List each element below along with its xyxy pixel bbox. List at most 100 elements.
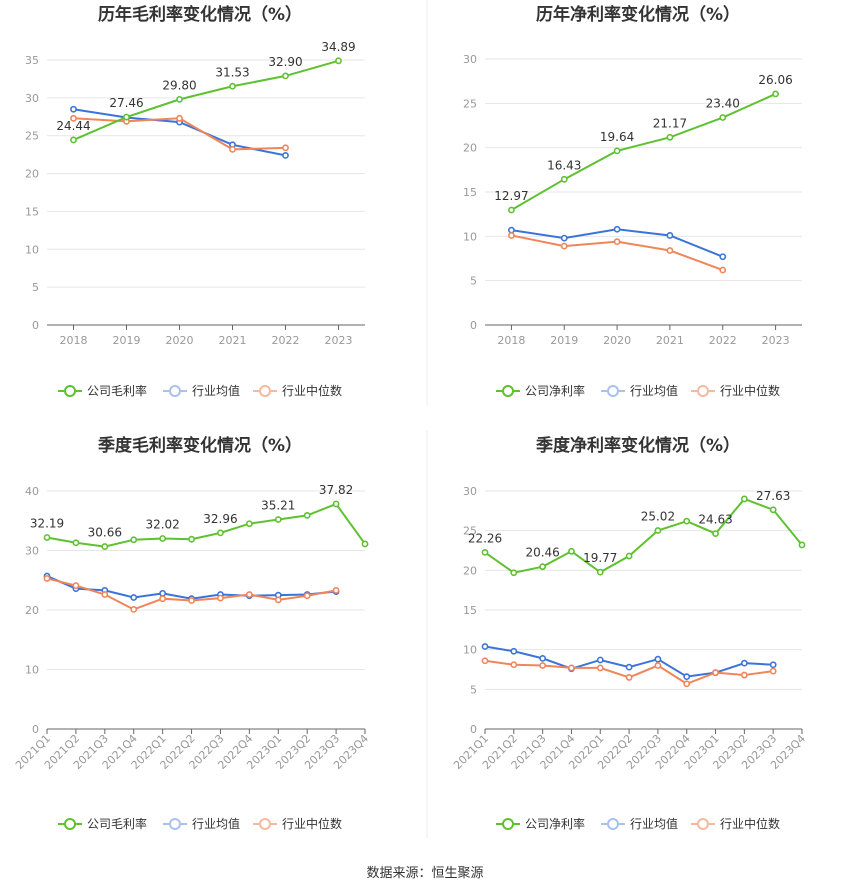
data-point-industry-median xyxy=(176,114,183,122)
legend-label-industry-median: 行业中位数 xyxy=(720,383,780,398)
x-tick-label: 2018 xyxy=(497,334,525,347)
data-point-company xyxy=(274,516,282,523)
chart-title: 季度毛利率变化情况（%） xyxy=(98,435,302,456)
series-line-company xyxy=(484,497,803,574)
legend-marker-industry-median xyxy=(697,818,709,830)
y-tick-label: 30 xyxy=(25,92,39,105)
data-point-company xyxy=(72,539,80,547)
data-point-company xyxy=(176,95,183,103)
y-tick-label: 15 xyxy=(463,186,477,199)
x-tick-label: 2021 xyxy=(656,334,684,347)
data-label: 23.40 xyxy=(706,97,740,111)
data-point-industry-median xyxy=(101,591,109,598)
chart-title: 历年净利率变化情况（%） xyxy=(536,4,740,25)
data-point-company xyxy=(43,534,51,541)
data-point-company xyxy=(361,540,369,548)
data-point-company xyxy=(229,82,236,90)
y-tick-label: 40 xyxy=(25,485,39,498)
legend-marker-industry-median xyxy=(697,385,709,397)
data-point-company xyxy=(560,175,568,183)
data-point-industry-median xyxy=(769,667,777,675)
chart-title: 季度净利率变化情况（%） xyxy=(536,435,740,456)
data-label: 32.96 xyxy=(203,512,237,526)
x-tick-label: 2019 xyxy=(550,334,578,347)
y-tick-label: 20 xyxy=(463,142,477,155)
y-tick-label: 20 xyxy=(25,604,39,617)
data-point-industry-median xyxy=(481,657,489,665)
series-line-company xyxy=(46,502,366,548)
y-tick-label: 0 xyxy=(470,723,477,736)
x-tick-label: 2019 xyxy=(113,334,141,347)
y-tick-label: 15 xyxy=(25,205,39,218)
data-label: 34.89 xyxy=(321,40,355,54)
y-tick-label: 35 xyxy=(25,54,39,67)
legend-marker-industry-avg xyxy=(607,385,619,397)
x-tick-label: 2023 xyxy=(325,334,353,347)
data-point-industry-median xyxy=(229,145,236,153)
data-point-industry-avg xyxy=(683,673,691,681)
legend-label-industry-avg: 行业均值 xyxy=(630,816,678,831)
data-point-company xyxy=(282,72,289,80)
legend-label-industry-avg: 行业均值 xyxy=(630,383,678,398)
y-tick-label: 20 xyxy=(463,564,477,577)
data-point-industry-median xyxy=(72,582,80,590)
data-point-company xyxy=(101,543,109,550)
y-tick-label: 30 xyxy=(25,545,39,558)
data-point-industry-median xyxy=(712,669,719,677)
data-point-company xyxy=(772,90,779,98)
data-point-industry-median xyxy=(282,144,289,152)
data-point-industry-median xyxy=(332,586,340,594)
data-point-industry-avg xyxy=(613,225,621,233)
data-point-industry-avg xyxy=(481,643,489,650)
data-point-company xyxy=(625,552,633,560)
y-tick-label: 30 xyxy=(463,53,477,66)
data-source-note: 数据来源：恒生聚源 xyxy=(366,866,484,881)
data-point-company xyxy=(769,506,777,514)
data-point-company xyxy=(510,569,518,577)
data-point-company xyxy=(481,549,489,556)
data-label: 31.53 xyxy=(215,65,249,79)
data-point-company xyxy=(159,535,167,542)
y-tick-label: 10 xyxy=(463,230,477,243)
data-label: 19.64 xyxy=(600,130,634,144)
legend-label-industry-median: 行业中位数 xyxy=(282,383,342,398)
data-point-industry-median xyxy=(274,596,282,604)
data-point-industry-median xyxy=(510,661,518,669)
data-label: 29.80 xyxy=(162,78,196,92)
data-point-industry-median xyxy=(130,606,138,613)
data-point-company xyxy=(335,57,342,65)
data-label: 27.46 xyxy=(109,96,143,110)
legend-label-industry-avg: 行业均值 xyxy=(192,816,240,831)
data-point-industry-avg xyxy=(666,232,674,239)
y-tick-label: 15 xyxy=(463,604,477,617)
data-point-company xyxy=(217,529,224,537)
data-point-industry-avg xyxy=(510,647,518,655)
data-point-company xyxy=(798,541,806,549)
data-point-industry-avg xyxy=(282,151,289,159)
x-tick-label: 2020 xyxy=(603,334,631,347)
legend-marker-industry-avg xyxy=(169,818,181,830)
data-label: 32.19 xyxy=(30,516,64,530)
data-label: 16.43 xyxy=(547,158,581,172)
y-tick-label: 25 xyxy=(25,130,39,143)
data-point-industry-median xyxy=(596,664,604,672)
data-point-industry-median xyxy=(303,592,311,600)
data-point-company xyxy=(740,495,748,503)
data-point-industry-avg xyxy=(130,594,138,601)
data-label: 32.02 xyxy=(145,517,179,531)
data-point-company xyxy=(666,133,674,141)
y-tick-label: 10 xyxy=(25,664,39,677)
data-point-company xyxy=(683,517,691,525)
data-point-company xyxy=(719,114,727,121)
data-label: 21.17 xyxy=(653,116,687,130)
data-label: 12.97 xyxy=(494,189,528,203)
data-point-industry-median xyxy=(719,266,727,274)
data-point-industry-median xyxy=(560,242,568,250)
data-label: 24.44 xyxy=(56,119,90,133)
data-point-company xyxy=(568,547,575,555)
data-point-industry-avg xyxy=(508,226,515,234)
x-tick-label: 2020 xyxy=(166,334,194,347)
data-point-industry-median xyxy=(43,575,51,582)
data-point-industry-median xyxy=(539,662,547,669)
data-point-industry-median xyxy=(188,597,195,604)
